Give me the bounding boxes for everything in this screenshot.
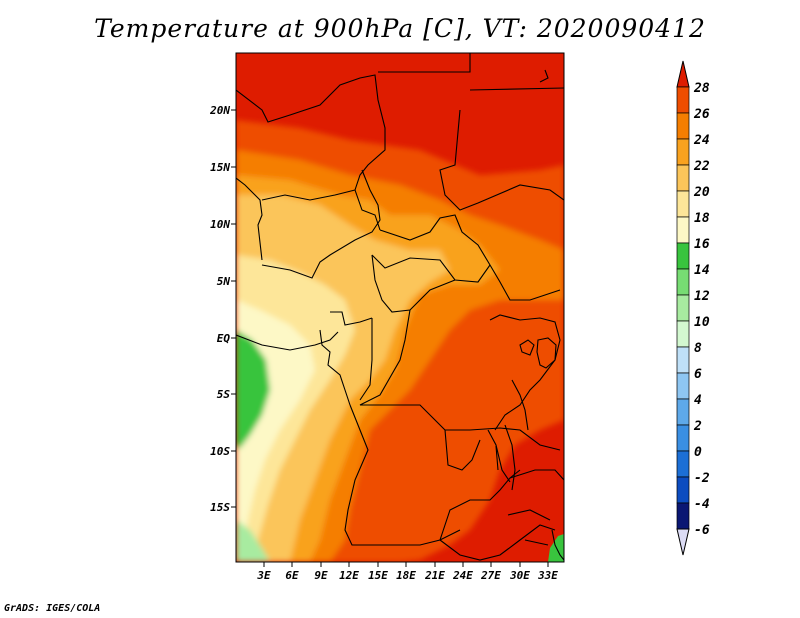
colorbar-label: 28 bbox=[693, 81, 710, 96]
lat-tick-label: 20N bbox=[209, 104, 230, 117]
colorbar-label: 16 bbox=[694, 237, 710, 252]
colorbar-swatch bbox=[676, 242, 690, 270]
colorbar-label: 12 bbox=[694, 289, 710, 304]
colorbar-label: 18 bbox=[694, 211, 710, 226]
colorbar-swatch bbox=[676, 86, 690, 114]
lon-axis: 3E 6E 9E 12E 15E 18E 21E 24E 27E 30E 33E bbox=[256, 562, 558, 582]
colorbar-label: 2 bbox=[693, 419, 702, 434]
colorbar-swatch bbox=[676, 320, 690, 348]
colorbar-swatch bbox=[676, 216, 690, 244]
temperature-field bbox=[236, 53, 564, 562]
lat-tick-label: 10N bbox=[210, 218, 230, 231]
colorbar-label: 26 bbox=[693, 107, 710, 122]
colorbar: 28 26 24 22 20 18 16 14 12 10 8 6 4 2 0 … bbox=[676, 60, 710, 556]
colorbar-swatch bbox=[676, 346, 690, 374]
colorbar-label: -4 bbox=[694, 497, 710, 512]
colorbar-label: 8 bbox=[694, 341, 702, 356]
lon-tick-label: 21E bbox=[424, 569, 445, 582]
map-title: Temperature at 900hPa [C], VT: 202009041… bbox=[94, 14, 706, 43]
lon-tick-label: 30E bbox=[509, 569, 530, 582]
colorbar-label: 10 bbox=[694, 315, 710, 330]
lon-tick-label: 3E bbox=[256, 569, 271, 582]
lon-tick-label: 6E bbox=[285, 569, 299, 582]
colorbar-swatch bbox=[676, 164, 690, 192]
colorbar-bottom-arrow bbox=[676, 528, 690, 556]
colorbar-swatch bbox=[676, 424, 690, 452]
colorbar-swatch bbox=[676, 450, 690, 478]
colorbar-swatch bbox=[676, 398, 690, 426]
colorbar-label: 20 bbox=[693, 185, 710, 200]
lon-tick-label: 24E bbox=[452, 569, 473, 582]
field-14c bbox=[236, 330, 270, 448]
lon-tick-label: 9E bbox=[314, 569, 328, 582]
colorbar-swatch bbox=[676, 476, 690, 504]
colorbar-swatch bbox=[676, 502, 690, 530]
lat-tick-label: 5N bbox=[217, 275, 231, 288]
colorbar-swatch bbox=[676, 372, 690, 400]
colorbar-label: 24 bbox=[693, 133, 710, 148]
colorbar-swatch bbox=[676, 138, 690, 166]
lon-tick-label: 27E bbox=[480, 569, 501, 582]
colorbar-label: -2 bbox=[694, 471, 710, 486]
colorbar-label: -6 bbox=[694, 523, 710, 538]
colorbar-label: 0 bbox=[694, 445, 702, 460]
lon-tick-label: 15E bbox=[368, 569, 388, 582]
lat-tick-label: 15N bbox=[210, 161, 230, 174]
colorbar-swatch bbox=[676, 268, 690, 296]
colorbar-label: 22 bbox=[693, 159, 710, 174]
colorbar-swatch bbox=[676, 112, 690, 140]
colorbar-swatch bbox=[676, 190, 690, 218]
lat-tick-label: 15S bbox=[210, 501, 230, 514]
colorbar-label: 6 bbox=[694, 367, 702, 382]
colorbar-swatch bbox=[676, 294, 690, 322]
colorbar-top-arrow bbox=[676, 60, 690, 88]
field-12c bbox=[236, 520, 270, 562]
map-frame bbox=[235, 52, 565, 563]
lon-tick-label: 33E bbox=[537, 569, 558, 582]
colorbar-label: 14 bbox=[694, 263, 710, 278]
lat-axis: 20N 15N 10N 5N EQ 5S 10S 15S bbox=[209, 104, 236, 514]
lon-tick-label: 12E bbox=[339, 569, 359, 582]
lat-tick-label: 10S bbox=[210, 445, 230, 458]
lat-tick-label: EQ bbox=[217, 332, 231, 345]
lon-tick-label: 18E bbox=[396, 569, 416, 582]
country-borders bbox=[236, 53, 564, 561]
lat-tick-label: 5S bbox=[217, 388, 231, 401]
colorbar-label: 4 bbox=[694, 393, 702, 408]
grads-credit: GrADS: IGES/COLA bbox=[4, 603, 101, 614]
